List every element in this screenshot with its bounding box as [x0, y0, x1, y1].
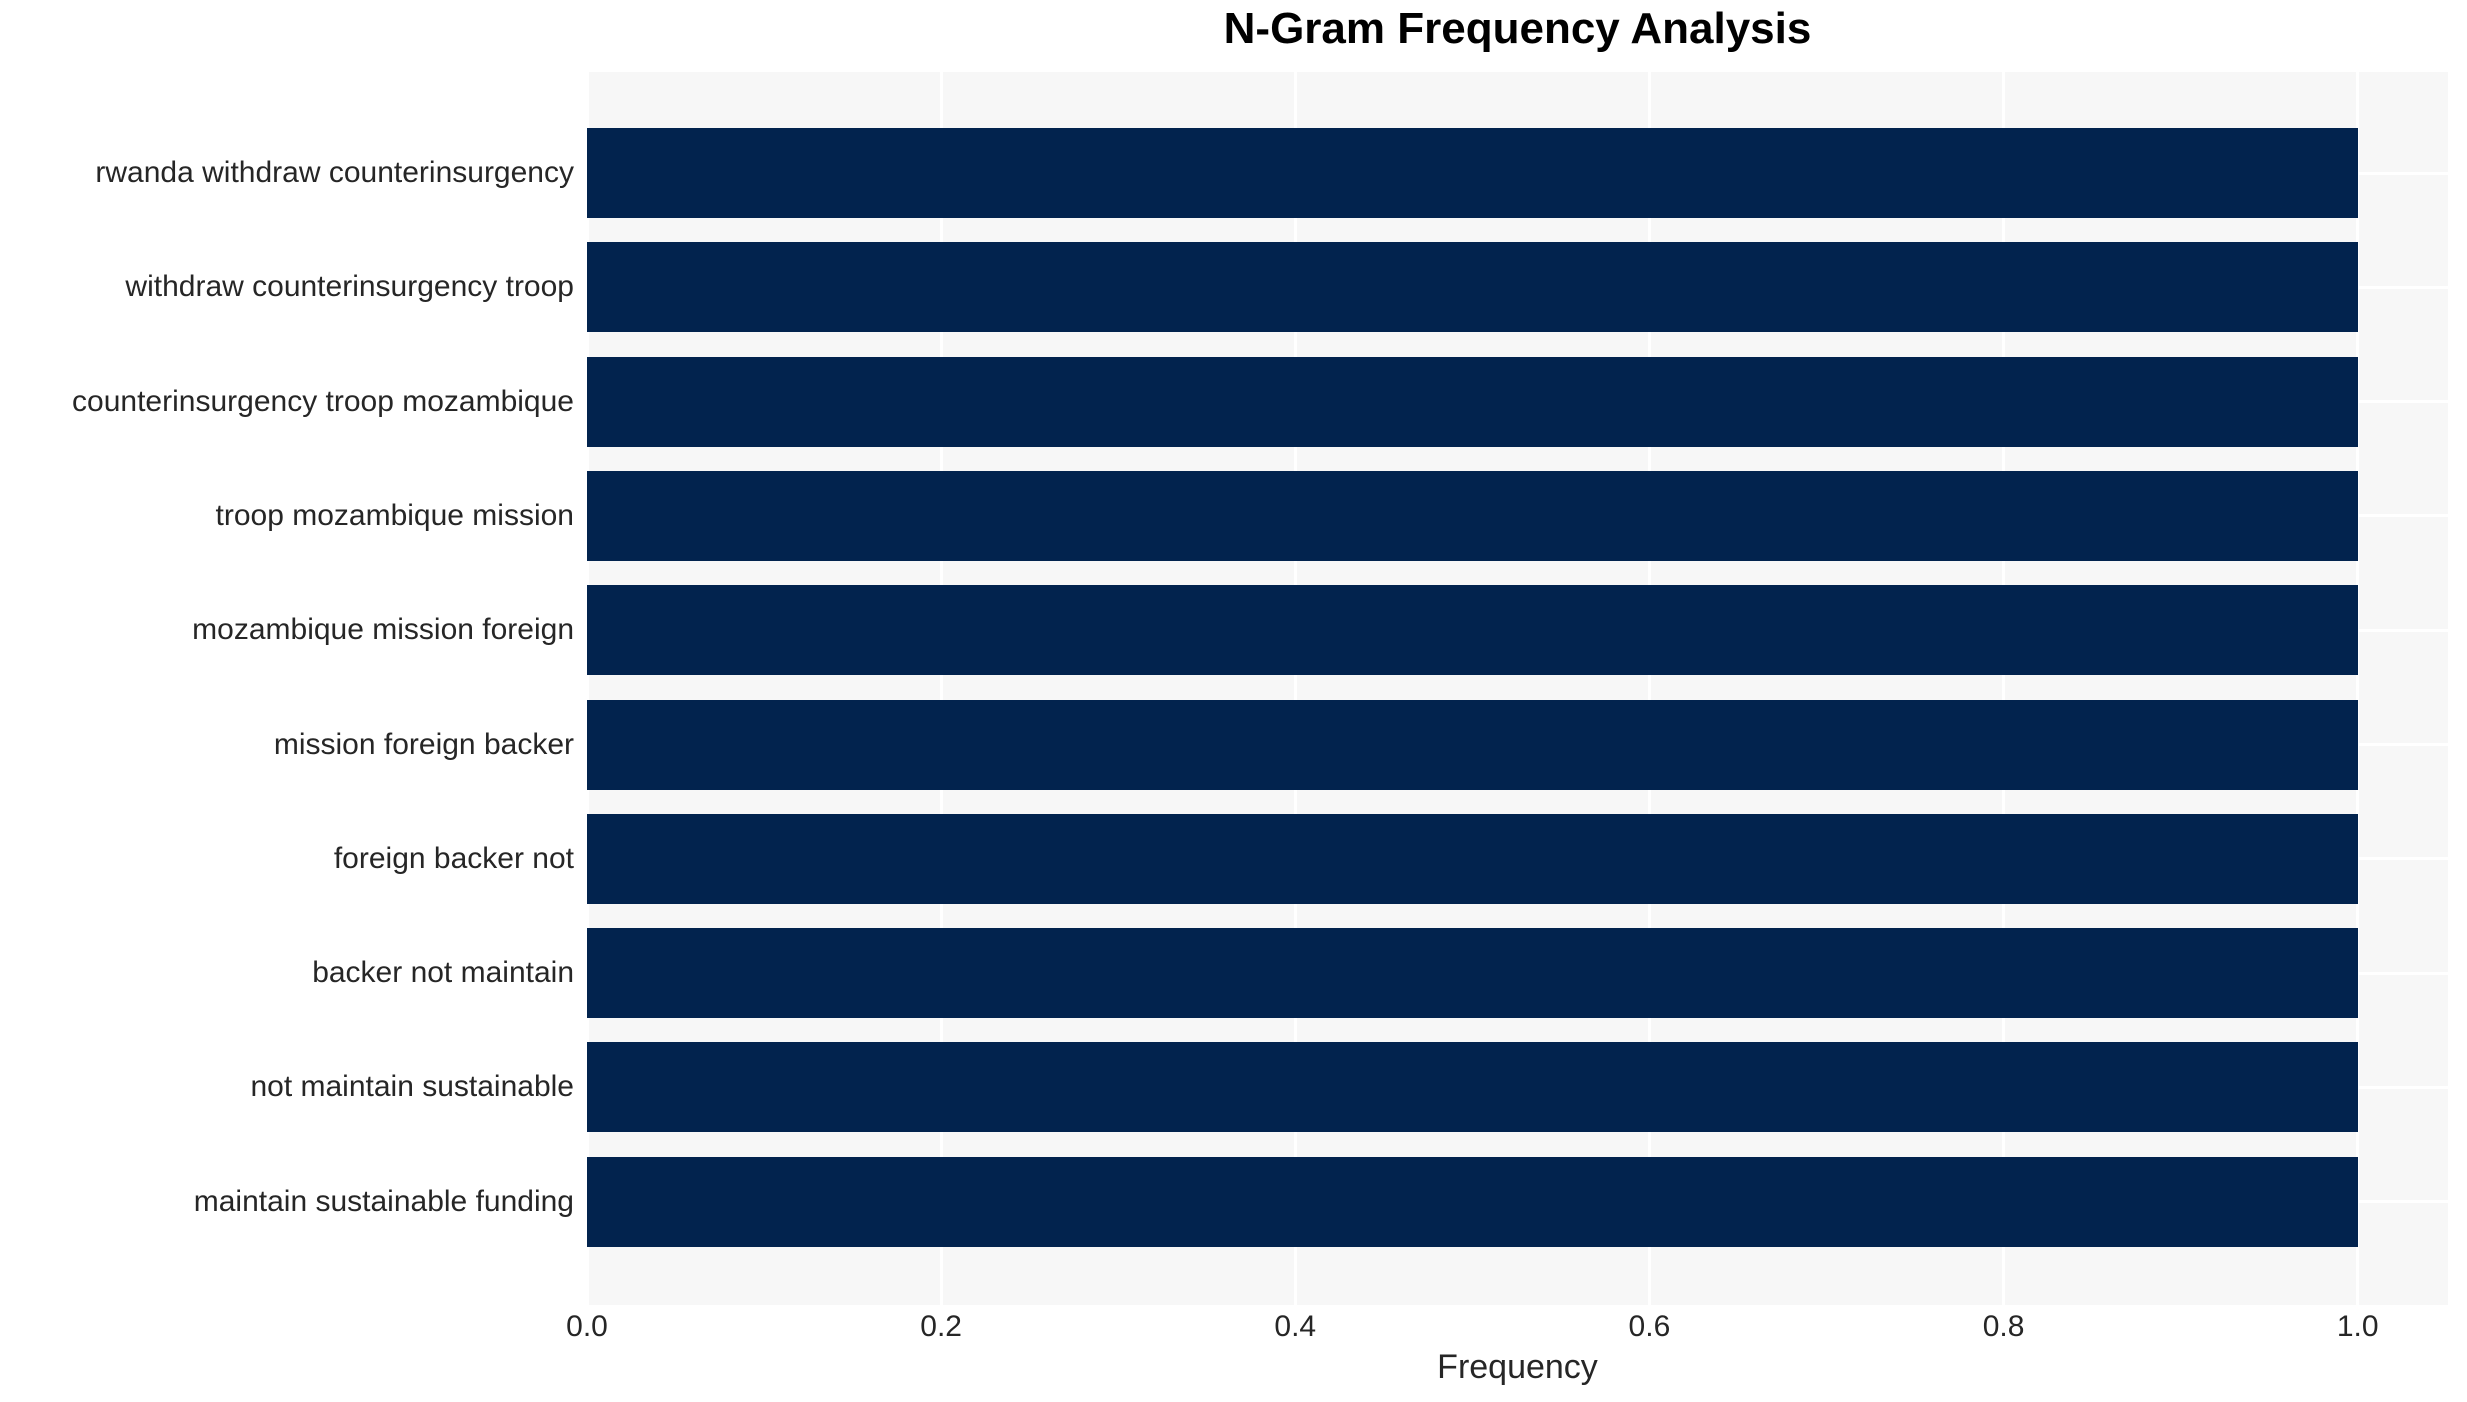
x-gridline	[939, 72, 943, 1305]
x-tick-label: 1.0	[2336, 1310, 2379, 1343]
y-tick-label: mozambique mission foreign	[192, 613, 574, 647]
x-gridline	[1293, 72, 1297, 1305]
y-tick-label: withdraw counterinsurgency troop	[125, 270, 574, 304]
bar-5	[587, 699, 2358, 790]
bar-7	[587, 928, 2358, 1019]
y-tick-label: troop mozambique mission	[215, 498, 575, 532]
x-tick-label: 0.0	[566, 1310, 608, 1343]
x-tick-label: 0.4	[1274, 1310, 1317, 1343]
x-tick-label: 0.8	[1982, 1310, 2025, 1343]
bar-9	[587, 1156, 2358, 1247]
bar-4	[587, 585, 2358, 676]
y-tick-label: foreign backer not	[333, 841, 574, 875]
bar-6	[587, 813, 2358, 904]
x-tick-label: 0.2	[920, 1310, 962, 1343]
x-gridline	[2002, 72, 2006, 1305]
bar-3	[587, 470, 2358, 561]
x-gridline	[1647, 72, 1651, 1305]
bar-8	[587, 1042, 2358, 1133]
y-tick-label: maintain sustainable funding	[193, 1184, 574, 1218]
bar-2	[587, 356, 2358, 447]
bar-1	[587, 242, 2358, 333]
y-tick-label: mission foreign backer	[273, 727, 574, 761]
y-tick-label: not maintain sustainable	[250, 1070, 574, 1104]
x-gridline	[587, 72, 589, 1305]
y-tick-label: backer not maintain	[312, 956, 574, 990]
x-axis-title: Frequency	[1437, 1348, 1598, 1386]
chart-title: N-Gram Frequency Analysis	[1223, 4, 1812, 53]
x-tick-label: 0.6	[1628, 1310, 1671, 1343]
x-gridline	[2356, 72, 2360, 1305]
bar-0	[587, 128, 2358, 218]
y-tick-label: counterinsurgency troop mozambique	[72, 384, 574, 418]
y-tick-label: rwanda withdraw counterinsurgency	[95, 156, 574, 189]
plot-area	[587, 72, 2448, 1305]
